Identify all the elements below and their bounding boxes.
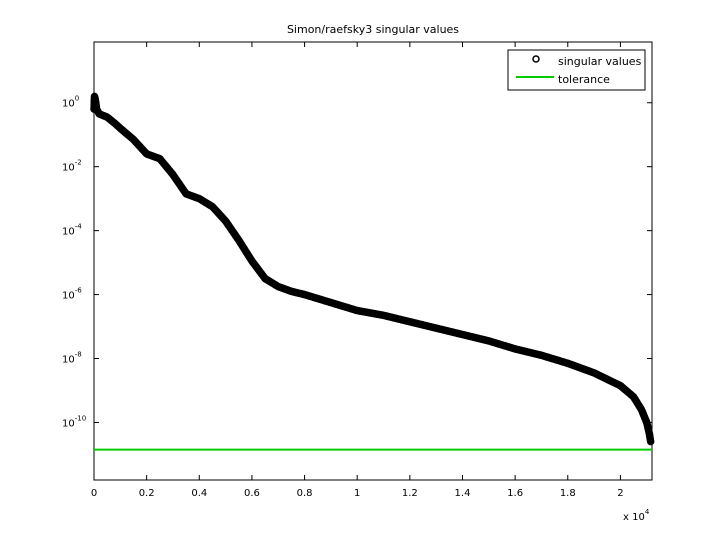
- y-tick-label: 100: [62, 95, 79, 110]
- y-tick-label-base: 10: [62, 291, 75, 302]
- legend-label-singular-values: singular values: [558, 55, 642, 68]
- legend-box: [507, 49, 646, 91]
- y-tick-label-base: 10: [62, 163, 75, 174]
- y-tick-label-exponent: -4: [75, 223, 83, 231]
- y-tick-label-exponent: -6: [75, 287, 83, 295]
- legend: singular values tolerance: [507, 49, 646, 91]
- y-tick-label-exponent: -2: [75, 159, 82, 167]
- y-tick-label: 10-8: [62, 351, 82, 366]
- y-tick-label-base: 10: [62, 227, 75, 238]
- y-tick-label-exponent: -10: [75, 414, 86, 422]
- y-tick-label: 10-4: [62, 223, 82, 238]
- x-multiplier-base: x 10: [623, 512, 645, 523]
- singular-values-series: [90, 92, 655, 446]
- x-tick-label: 0.2: [139, 488, 155, 499]
- x-tick-label: 1: [354, 488, 360, 499]
- x-multiplier: x 104: [623, 508, 650, 523]
- chart-title: Simon/raefsky3 singular values: [287, 23, 459, 36]
- y-tick-label-base: 10: [62, 355, 75, 366]
- x-tick-label: 1.6: [507, 488, 523, 499]
- y-tick-label-exponent: -8: [75, 351, 82, 359]
- series-layer: [90, 92, 655, 451]
- x-tick-label: 0.6: [244, 488, 260, 499]
- y-tick-label: 10-10: [62, 414, 86, 429]
- x-tick-label: 1.2: [402, 488, 418, 499]
- x-tick-label: 1.4: [455, 488, 471, 499]
- x-tick-label: 1.8: [560, 488, 576, 499]
- y-tick-label: 10-2: [62, 159, 82, 174]
- x-multiplier-exponent: 4: [645, 508, 650, 516]
- legend-marker-singular-values: [532, 55, 540, 63]
- x-tick-label: 0: [91, 488, 97, 499]
- x-tick-label: 2: [617, 488, 623, 499]
- y-tick-label: 10-6: [62, 287, 82, 302]
- y-tick-label-base: 10: [62, 99, 75, 110]
- singular-value-point: [646, 437, 655, 446]
- x-tick-label: 0.4: [191, 488, 207, 499]
- x-tick-label: 0.8: [297, 488, 313, 499]
- x-axis: 0 0.2 0.4 0.6 0.8 1 1.2 1.4 1.6 1.8 2: [91, 42, 624, 499]
- plot-area: [93, 41, 653, 481]
- y-tick-label-base: 10: [62, 418, 75, 429]
- y-tick-label-exponent: 0: [75, 95, 79, 103]
- legend-label-tolerance: tolerance: [558, 73, 610, 86]
